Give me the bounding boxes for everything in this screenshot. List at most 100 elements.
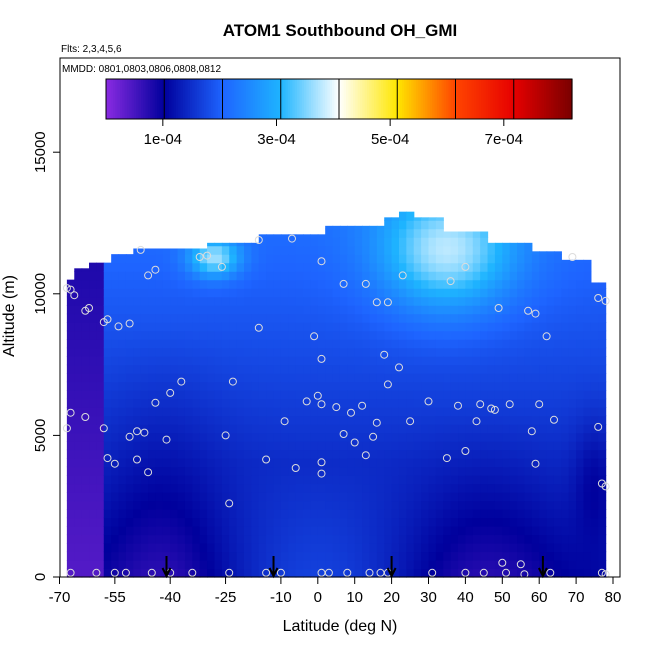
heatmap-cell [391, 381, 400, 391]
colorbar-segment [411, 79, 415, 119]
heatmap-cell [435, 271, 444, 281]
heatmap-cell [74, 568, 83, 578]
sample-point [339, 279, 348, 288]
heatmap-cell [472, 424, 481, 434]
heatmap-cell [81, 407, 90, 417]
heatmap-cell [590, 288, 599, 298]
heatmap-cell [184, 509, 193, 519]
colorbar-segment [259, 79, 263, 119]
heatmap-cell [273, 364, 282, 374]
heatmap-cell [229, 543, 238, 553]
heatmap-cell [517, 534, 526, 544]
heatmap-cell [236, 466, 245, 476]
heatmap-cell [362, 339, 371, 349]
colorbar-segment [180, 79, 184, 119]
heatmap-cell [111, 305, 120, 315]
heatmap-cell [487, 330, 496, 340]
heatmap-cell [546, 398, 555, 408]
colorbar-segment [276, 79, 280, 119]
heatmap-cell [81, 356, 90, 366]
heatmap-cell [413, 407, 422, 417]
heatmap-cell [480, 551, 489, 561]
heatmap-cell [266, 262, 275, 272]
heatmap-cell [590, 432, 599, 442]
heatmap-cell [325, 339, 334, 349]
heatmap-cell [362, 483, 371, 493]
heatmap-cell [391, 475, 400, 485]
colorbar-segment [434, 79, 438, 119]
heatmap-cell [214, 441, 223, 451]
heatmap-cell [339, 500, 348, 510]
heatmap-cell [561, 305, 570, 315]
heatmap-cell [280, 466, 289, 476]
heatmap-cell [184, 347, 193, 357]
heatmap-cell [207, 483, 216, 493]
heatmap-cell [118, 339, 127, 349]
heatmap-cell [398, 483, 407, 493]
heatmap-cell [325, 254, 334, 264]
heatmap-cell [362, 262, 371, 272]
sample-point [479, 568, 488, 577]
heatmap-cell [325, 534, 334, 544]
heatmap-cell [332, 330, 341, 340]
heatmap-cell [140, 305, 149, 315]
heatmap-cell [598, 390, 607, 400]
heatmap-cell [192, 500, 201, 510]
heatmap-cell [435, 551, 444, 561]
heatmap-cell [184, 449, 193, 459]
heatmap-cell [229, 262, 238, 272]
heatmap-cell [162, 347, 171, 357]
heatmap-cell [369, 398, 378, 408]
heatmap-cell [369, 458, 378, 468]
heatmap-cell [339, 458, 348, 468]
heatmap-cell [524, 407, 533, 417]
heatmap-cell [162, 262, 171, 272]
colorbar-segment [371, 79, 375, 119]
heatmap-cell [177, 364, 186, 374]
heatmap-cell [184, 407, 193, 417]
heatmap-cell [517, 245, 526, 255]
colorbar-segment [138, 79, 142, 119]
heatmap-cell [111, 330, 120, 340]
heatmap-cell [435, 415, 444, 425]
heatmap-cell [133, 568, 142, 578]
heatmap-cell [517, 449, 526, 459]
heatmap-cell [266, 509, 275, 519]
heatmap-cell [428, 217, 437, 221]
heatmap-cell [465, 254, 474, 264]
heatmap-cell [435, 500, 444, 510]
heatmap-cell [96, 509, 105, 519]
heatmap-cell [421, 407, 430, 417]
heatmap-cell [539, 313, 548, 323]
sample-point [542, 332, 551, 341]
colorbar-segment [369, 79, 373, 119]
heatmap-cell [421, 217, 430, 221]
heatmap-cell [303, 509, 312, 519]
heatmap-cell [229, 271, 238, 281]
heatmap-cell [413, 373, 422, 383]
heatmap-cell [384, 526, 393, 536]
heatmap-cell [207, 339, 216, 349]
heatmap-cell [177, 568, 186, 578]
heatmap-cell [531, 466, 540, 476]
colorbar-segment [539, 79, 543, 119]
heatmap-cell [280, 373, 289, 383]
heatmap-cell [317, 347, 326, 357]
heatmap-cell [339, 364, 348, 374]
heatmap-cell [494, 347, 503, 357]
heatmap-cell [81, 373, 90, 383]
heatmap-cell [524, 279, 533, 289]
heatmap-cell [310, 305, 319, 315]
heatmap-cell [480, 364, 489, 374]
heatmap-cell [155, 517, 164, 527]
heatmap-cell [413, 483, 422, 493]
sample-point [133, 455, 141, 464]
heatmap-cell [303, 551, 312, 561]
heatmap-cell [133, 347, 142, 357]
heatmap-cell [362, 458, 371, 468]
heatmap-cell [199, 364, 208, 374]
colorbar-segment [415, 79, 419, 119]
colorbar-segment [383, 79, 387, 119]
heatmap-cell [244, 534, 252, 544]
heatmap-cell [140, 347, 149, 357]
